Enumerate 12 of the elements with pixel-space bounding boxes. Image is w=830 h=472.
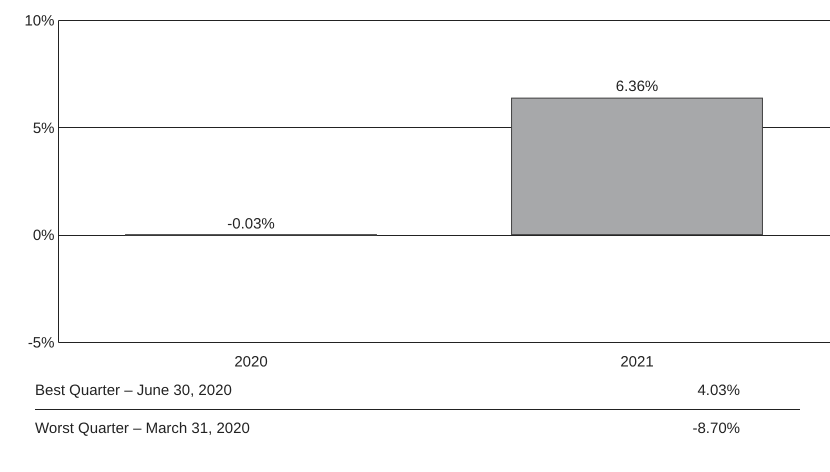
text: -8.70% [692, 420, 740, 437]
y-tick-label: 10% [24, 12, 54, 30]
x-tick-label: 2020 [234, 354, 268, 370]
y-tick-label: 0% [32, 227, 54, 244]
text: 4.03% [697, 382, 740, 399]
data-label: -0.03% [227, 215, 275, 232]
y-tick-label: 5% [32, 120, 54, 137]
data-label: 6.36% [616, 78, 658, 96]
y-tick-label: -5% [28, 334, 54, 352]
text: Worst Quarter – March 31, 2020 [35, 420, 250, 437]
text: Best Quarter – June 30, 2020 [35, 382, 232, 399]
x-tick-label: 2021 [620, 354, 654, 370]
